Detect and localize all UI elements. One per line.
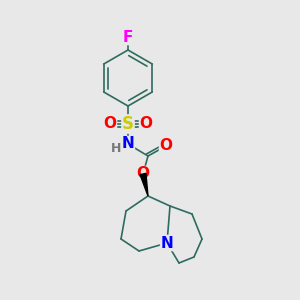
Text: S: S [122,115,134,133]
Text: N: N [122,136,134,152]
Text: F: F [123,29,133,44]
Text: O: O [136,167,149,182]
Text: H: H [111,142,121,155]
Text: O: O [140,116,152,131]
Text: O: O [160,139,172,154]
Polygon shape [140,173,148,196]
Text: O: O [103,116,116,131]
Text: N: N [160,236,173,250]
